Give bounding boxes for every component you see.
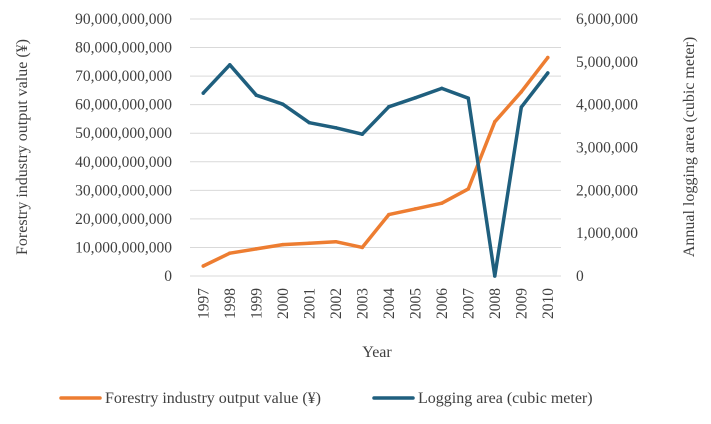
right-y-tick-label: 6,000,000 <box>576 11 638 28</box>
series-lines <box>201 55 550 278</box>
x-tick-label: 2008 <box>487 288 504 319</box>
x-tick-label: 2005 <box>407 288 424 319</box>
left-y-tick-label: 10,000,000,000 <box>75 239 172 256</box>
right-y-axis-ticks: 0 1,000,000 2,000,000 3,000,000 4,000,000 5,0… <box>576 11 638 285</box>
x-tick-label: 2001 <box>301 288 318 319</box>
x-tick-label: 2007 <box>460 288 477 319</box>
left-y-axis-title: Forestry industry output value (¥) <box>14 39 31 255</box>
data-point <box>228 63 232 67</box>
data-point <box>546 55 550 60</box>
x-axis-title: Year <box>362 344 392 361</box>
data-point <box>254 247 258 251</box>
data-point <box>307 120 311 125</box>
left-y-tick-label: 80,000,000,000 <box>75 40 172 57</box>
x-tick-label: 2009 <box>513 288 530 319</box>
right-y-tick-label: 3,000,000 <box>576 140 638 157</box>
x-tick-label: 1997 <box>195 288 212 319</box>
right-y-tick-label: 1,000,000 <box>576 225 638 242</box>
right-y-tick-label: 0 <box>576 268 584 285</box>
x-tick-label: 2002 <box>328 288 345 319</box>
left-y-tick-label: 50,000,000,000 <box>75 125 172 142</box>
data-point <box>387 212 391 217</box>
left-y-tick-label: 0 <box>164 268 172 285</box>
data-point <box>360 132 364 136</box>
data-point <box>387 105 391 109</box>
left-y-tick-label: 90,000,000,000 <box>75 11 172 28</box>
right-y-tick-label: 4,000,000 <box>576 97 638 114</box>
data-point <box>466 96 470 100</box>
data-point <box>360 245 364 250</box>
legend-label-output-value: Forestry industry output value (¥) <box>105 390 321 407</box>
data-point <box>307 241 311 245</box>
x-tick-label: 2010 <box>540 288 557 319</box>
legend: Forestry industry output value (¥) Loggi… <box>59 390 593 407</box>
gridlines <box>190 18 561 277</box>
data-point <box>413 207 417 211</box>
data-point <box>493 274 497 278</box>
data-point <box>493 120 497 124</box>
left-y-tick-label: 20,000,000,000 <box>75 211 172 228</box>
x-tick-label: 2006 <box>434 288 451 319</box>
x-axis-ticks: 1997 1998 1999 2000 2001 2002 2003 2004 2005 2006… <box>195 288 557 319</box>
data-point <box>519 90 523 94</box>
x-tick-label: 2000 <box>275 288 292 319</box>
data-point <box>413 96 417 100</box>
data-point <box>440 201 444 205</box>
data-point <box>334 126 338 130</box>
left-y-tick-label: 40,000,000,000 <box>75 154 172 171</box>
data-point <box>201 264 205 268</box>
data-point <box>334 239 338 244</box>
x-tick-label: 2004 <box>381 288 398 319</box>
data-point <box>254 93 258 97</box>
data-point <box>440 86 444 91</box>
left-y-tick-label: 60,000,000,000 <box>75 97 172 114</box>
right-y-tick-label: 2,000,000 <box>576 182 638 199</box>
data-point <box>519 105 523 109</box>
x-tick-label: 2003 <box>354 288 371 319</box>
data-point <box>281 242 285 247</box>
left-y-tick-label: 70,000,000,000 <box>75 68 172 85</box>
data-point <box>281 102 285 106</box>
left-y-tick-label: 30,000,000,000 <box>75 182 172 199</box>
right-y-tick-label: 5,000,000 <box>576 54 638 71</box>
x-tick-label: 1998 <box>222 288 239 319</box>
data-point <box>228 251 232 255</box>
series-line-output-value <box>201 55 550 268</box>
data-point <box>546 71 550 75</box>
x-tick-label: 1999 <box>248 288 265 319</box>
series-line-logging-area <box>201 63 550 278</box>
left-y-axis-ticks: 0 10,000,000,000 20,000,000,000 30,000,000,… <box>75 11 172 285</box>
data-point <box>201 91 205 95</box>
right-y-axis-title: Annual logging area (cubic meter) <box>681 37 698 257</box>
data-point <box>466 187 470 191</box>
legend-label-logging-area: Logging area (cubic meter) <box>418 390 593 407</box>
